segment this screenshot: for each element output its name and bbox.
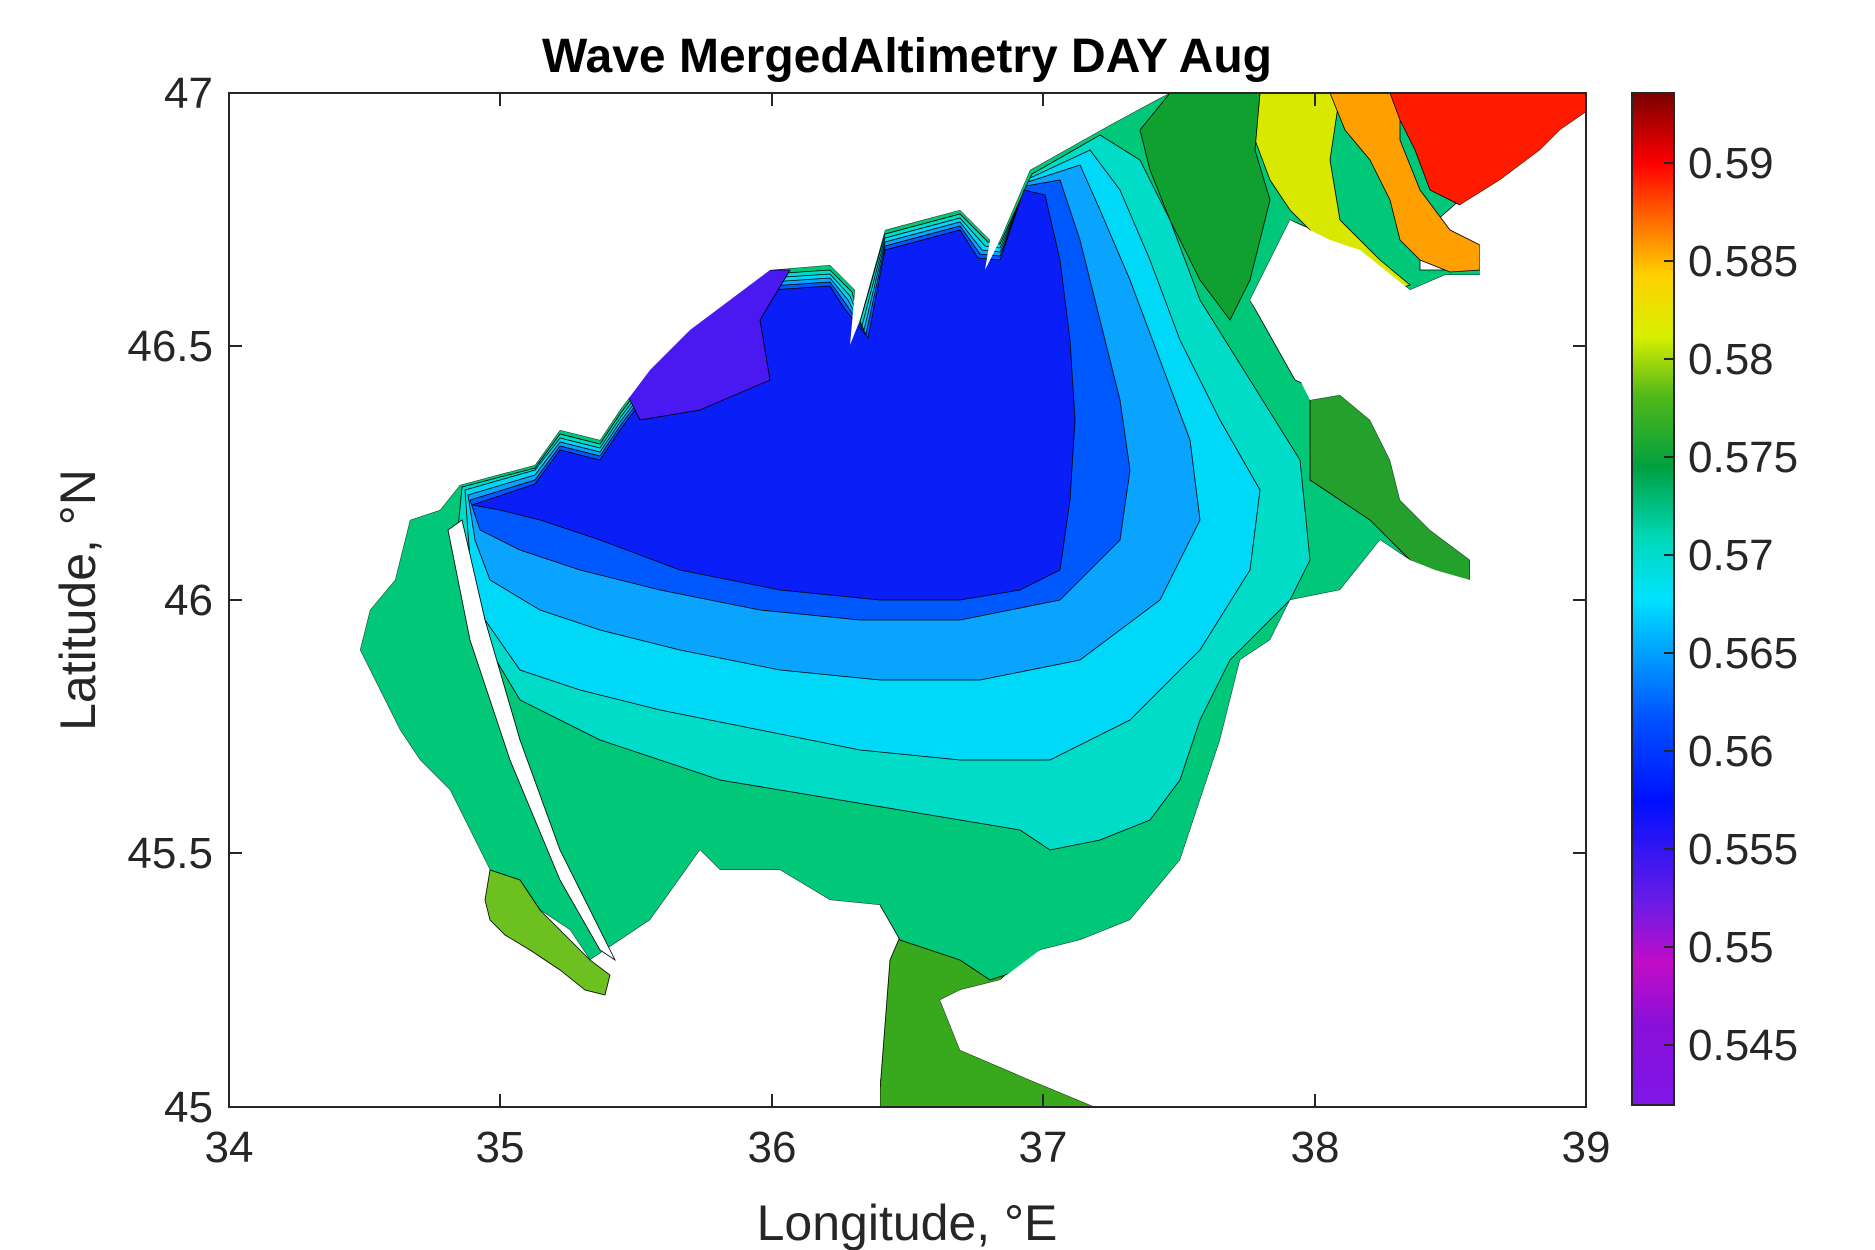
chart-title: Wave MergedAltimetry DAY Aug [542,30,1272,83]
arabat-spit [447,519,617,962]
x-tick-label: 37 [1019,1123,1068,1172]
y-tick-label: 45 [164,1083,213,1132]
contour-band-green-southwest [484,869,611,996]
contour-field [229,93,1586,1107]
colorbar-tick-label: 0.585 [1688,237,1798,286]
y-tick-label: 46.5 [127,322,213,371]
x-tick-label: 35 [476,1123,525,1172]
colorbar-tick-label: 0.58 [1688,335,1774,384]
colorbar-tick-label: 0.57 [1688,531,1774,580]
colorbar-tick-label: 0.545 [1688,1021,1798,1070]
x-tick-label: 38 [1291,1123,1340,1172]
x-tick-labels: 34 35 36 37 38 39 [205,1123,1611,1172]
colorbar-tick-label: 0.56 [1688,727,1774,776]
y-axis-label: Latitude, °N [50,469,106,731]
land-mask-west [229,93,880,1107]
colorbar-tick-label: 0.575 [1688,433,1798,482]
colorbar-ticks [1664,162,1674,1046]
colorbar-tick-label: 0.55 [1688,923,1774,972]
contour-band-darkgreen-ne [1139,93,1271,321]
colorbar-tick-label: 0.565 [1688,629,1798,678]
colorbar [1631,92,1675,1106]
colorbar-tick-label: 0.555 [1688,825,1798,874]
land-mask-east [940,112,1586,1107]
x-tick-label: 36 [748,1123,797,1172]
y-tick-label: 47 [164,69,213,118]
colorbar-tick-label: 0.59 [1688,139,1774,188]
x-axis-label: Longitude, °E [757,1195,1058,1250]
colorbar-tick-labels: 0.545 0.55 0.555 0.56 0.565 0.57 0.575 0… [1688,139,1798,1070]
y-tick-labels: 45 45.5 46 46.5 47 [127,69,213,1132]
y-axis [229,92,1586,1108]
contour-band-orange-ne [1329,93,1481,273]
land-mask-north [560,93,1170,440]
y-tick-label: 45.5 [127,829,213,878]
x-tick-label: 39 [1562,1123,1611,1172]
x-tick-label: 34 [205,1123,254,1172]
y-tick-label: 46 [164,576,213,625]
x-axis [228,93,1587,1107]
